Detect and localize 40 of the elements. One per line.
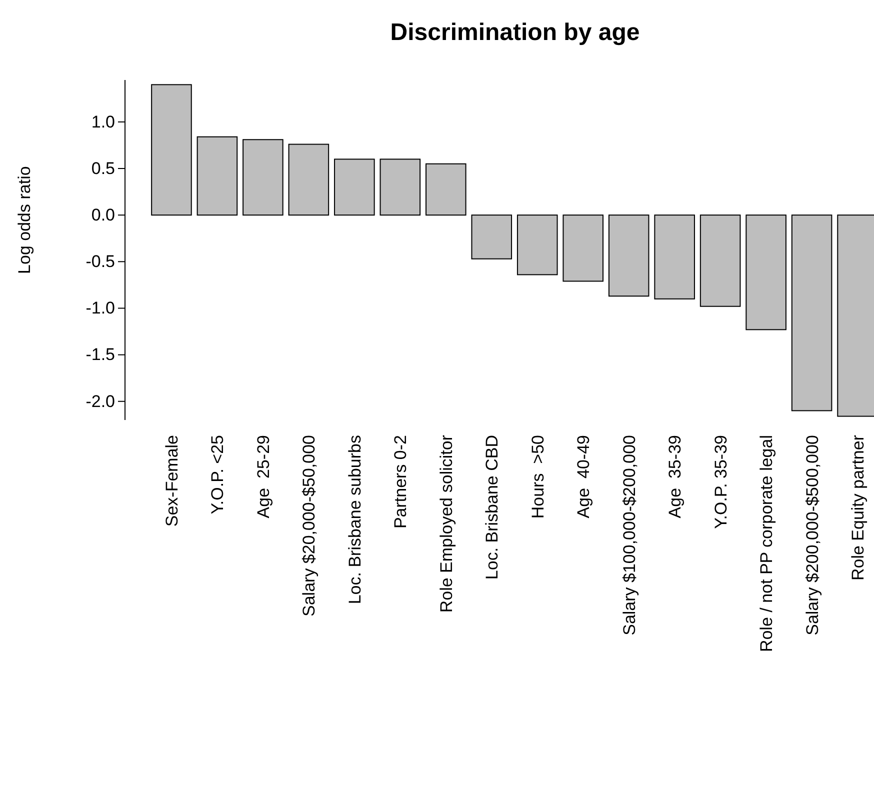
- x-tick-label: Partners 0-2: [391, 435, 410, 529]
- chart-title: Discrimination by age: [390, 19, 640, 46]
- y-tick-label: 0.5: [91, 158, 115, 178]
- y-tick-label: -1.5: [86, 345, 115, 364]
- bar: [426, 163, 466, 216]
- x-tick-label: Role Equity partner: [848, 434, 868, 581]
- x-tick-label: Age 40-49: [574, 435, 594, 518]
- bar: [196, 136, 238, 216]
- x-tick-label: Role / not PP corporate legal: [757, 435, 776, 652]
- x-tick-label: Salary $200,000-$500,000: [802, 435, 822, 636]
- x-tick-label: Y.O.P. 35-39: [711, 435, 730, 529]
- x-tick-label: Salary $20,000-$50,000: [300, 435, 319, 616]
- y-axis-title: Log odds ratio: [15, 166, 34, 274]
- bar: [608, 214, 650, 297]
- bar: [288, 144, 330, 216]
- x-tick-label: Hours >50: [528, 435, 548, 519]
- y-tick-label: 1.0: [91, 112, 115, 132]
- bar: [334, 158, 375, 216]
- bar: [471, 214, 512, 260]
- bar: [562, 214, 604, 282]
- x-tick-label: Age 35-39: [666, 435, 685, 518]
- bar: [242, 139, 284, 216]
- x-tick-label: Role Employed solicitor: [436, 434, 456, 613]
- y-tick-label: 0.0: [91, 206, 115, 225]
- bar: [791, 214, 832, 412]
- bar: [700, 214, 741, 307]
- y-tick-label: -2.0: [86, 392, 115, 411]
- bar: [654, 214, 695, 300]
- x-tick-label: Loc. Brisbane suburbs: [345, 435, 364, 604]
- x-tick-label: Salary $100,000-$200,000: [620, 435, 639, 636]
- x-tick-label: Loc. Brisbane CBD: [482, 435, 502, 580]
- bar: [746, 214, 786, 330]
- bar: [380, 158, 421, 216]
- y-tick-label: -0.5: [86, 252, 115, 272]
- x-tick-label: Sex-Female: [162, 435, 182, 527]
- y-tick-label: -1.0: [86, 298, 115, 318]
- x-tick-label: Age 25-29: [254, 435, 273, 518]
- x-tick-label: Y.O.P. <25: [208, 435, 228, 514]
- bar: [151, 84, 192, 216]
- bar: [516, 214, 558, 276]
